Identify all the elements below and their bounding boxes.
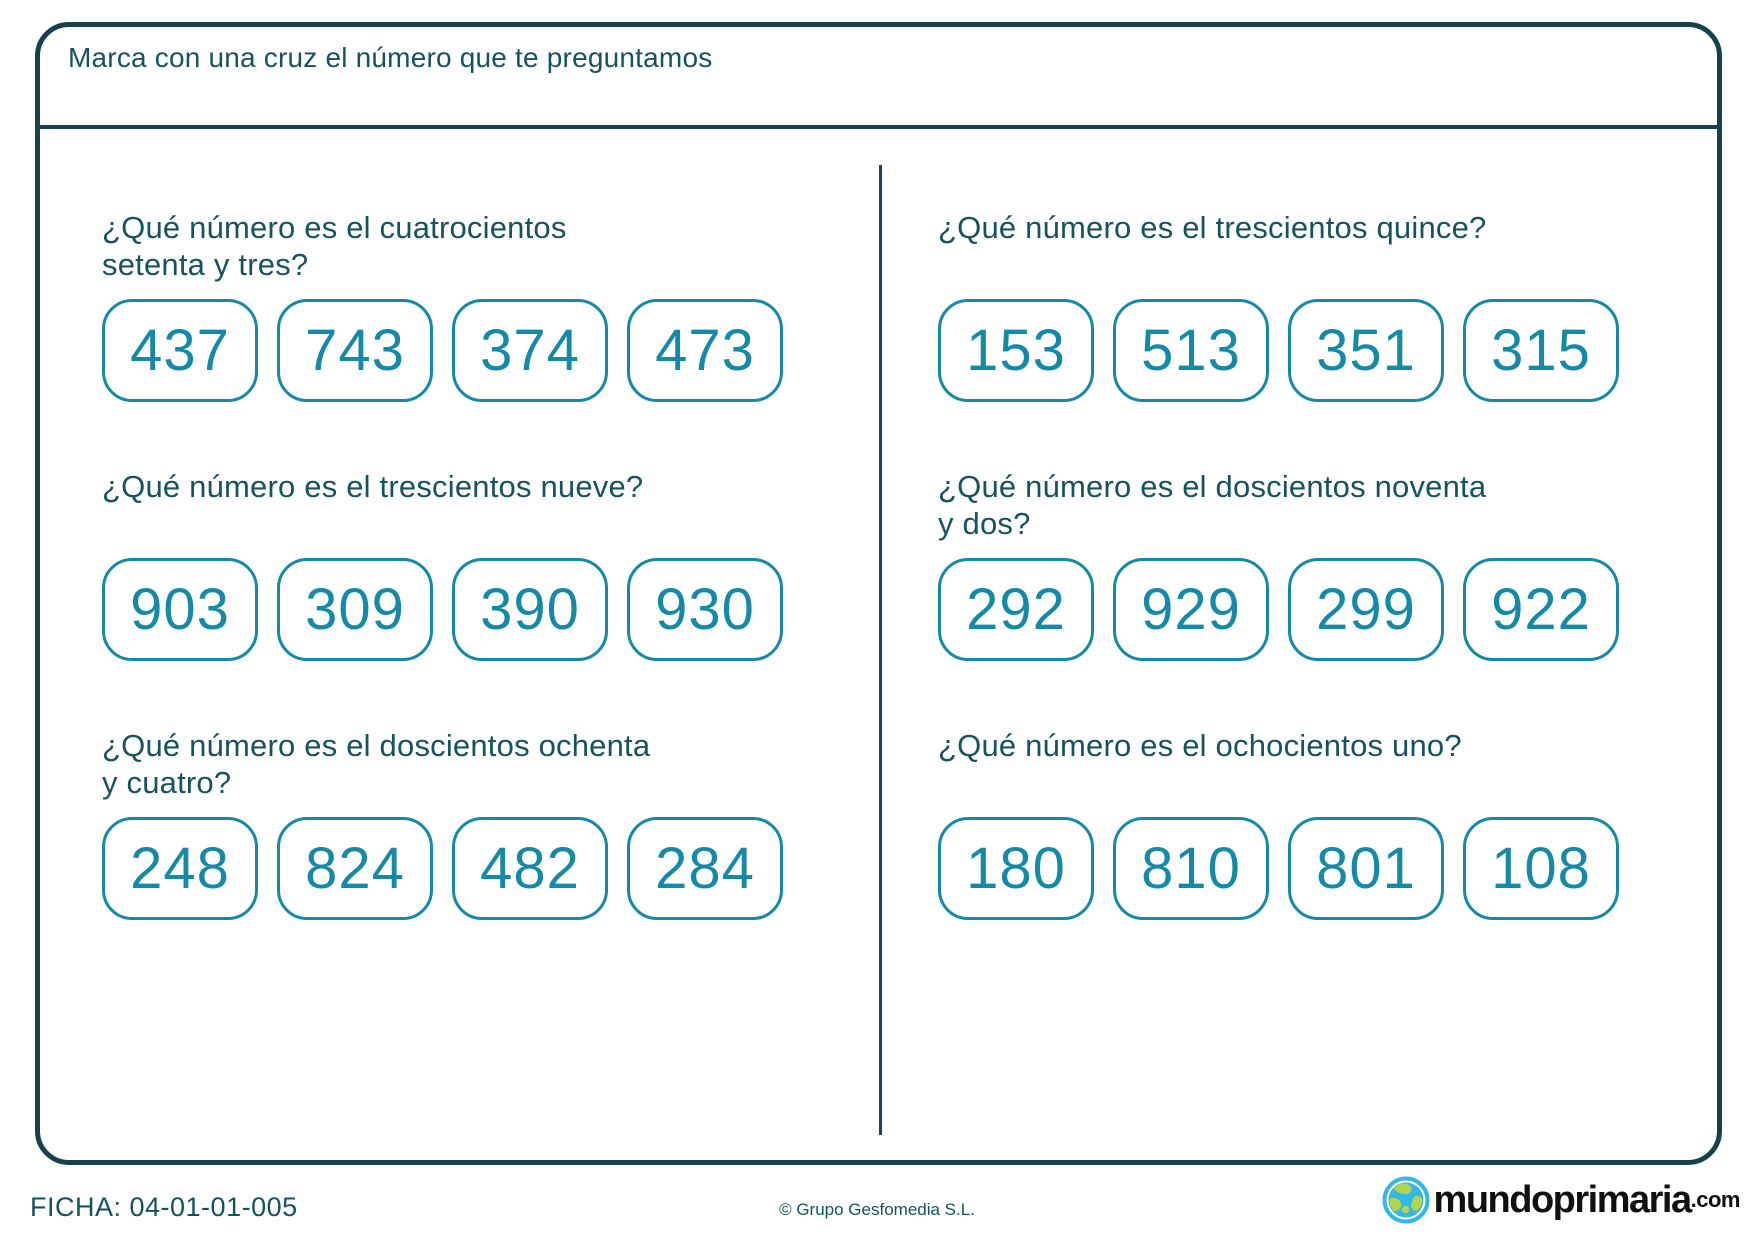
questions-column-right: ¿Qué número es el trescientos quince? 15… xyxy=(938,209,1648,986)
options-row: 180 810 801 108 xyxy=(938,817,1648,920)
questions-column-left: ¿Qué número es el cuatrocientos setenta … xyxy=(102,209,812,986)
number-option[interactable]: 248 xyxy=(102,817,258,920)
question-prompt: ¿Qué número es el trescientos nueve? xyxy=(102,469,644,504)
number-option[interactable]: 482 xyxy=(452,817,608,920)
question-prompt: ¿Qué número es el trescientos quince? xyxy=(938,210,1487,245)
question-block: ¿Qué número es el doscientos noventa y d… xyxy=(938,468,1648,661)
number-option[interactable]: 513 xyxy=(1113,299,1269,402)
copyright-text: © Grupo Gesfomedia S.L. xyxy=(779,1200,975,1219)
question-prompt: ¿Qué número es el ochocientos uno? xyxy=(938,728,1462,763)
question-block: ¿Qué número es el cuatrocientos setenta … xyxy=(102,209,812,402)
number-option[interactable]: 437 xyxy=(102,299,258,402)
logo-tld-text: .com xyxy=(1690,1187,1741,1212)
number-option[interactable]: 309 xyxy=(277,558,433,661)
globe-icon xyxy=(1382,1176,1430,1224)
number-option[interactable]: 153 xyxy=(938,299,1094,402)
number-option[interactable]: 929 xyxy=(1113,558,1269,661)
question-prompt: ¿Qué número es el doscientos noventa y d… xyxy=(938,469,1487,541)
ficha-code: FICHA: 04-01-01-005 xyxy=(30,1192,298,1222)
number-option[interactable]: 930 xyxy=(627,558,783,661)
mundoprimaria-logo: mundoprimaria .com xyxy=(1382,1176,1741,1224)
number-option[interactable]: 801 xyxy=(1288,817,1444,920)
number-option[interactable]: 292 xyxy=(938,558,1094,661)
options-row: 903 309 390 930 xyxy=(102,558,812,661)
number-option[interactable]: 473 xyxy=(627,299,783,402)
question-prompt: ¿Qué número es el doscientos ochenta y c… xyxy=(102,728,651,800)
options-row: 292 929 299 922 xyxy=(938,558,1648,661)
logo-brand-text: mundoprimaria xyxy=(1433,1178,1693,1221)
number-option[interactable]: 284 xyxy=(627,817,783,920)
number-option[interactable]: 903 xyxy=(102,558,258,661)
number-option[interactable]: 810 xyxy=(1113,817,1269,920)
column-divider xyxy=(879,165,882,1135)
options-row: 437 743 374 473 xyxy=(102,299,812,402)
number-option[interactable]: 743 xyxy=(277,299,433,402)
question-block: ¿Qué número es el ochocientos uno? 180 8… xyxy=(938,727,1648,920)
number-option[interactable]: 315 xyxy=(1463,299,1619,402)
number-option[interactable]: 824 xyxy=(277,817,433,920)
number-option[interactable]: 351 xyxy=(1288,299,1444,402)
number-option[interactable]: 180 xyxy=(938,817,1094,920)
options-row: 153 513 351 315 xyxy=(938,299,1648,402)
options-row: 248 824 482 284 xyxy=(102,817,812,920)
number-option[interactable]: 390 xyxy=(452,558,608,661)
question-block: ¿Qué número es el trescientos nueve? 903… xyxy=(102,468,812,661)
question-block: ¿Qué número es el doscientos ochenta y c… xyxy=(102,727,812,920)
instruction-text: Marca con una cruz el número que te preg… xyxy=(68,42,713,73)
worksheet-frame: Marca con una cruz el número que te preg… xyxy=(35,22,1722,1165)
header-bar: Marca con una cruz el número que te preg… xyxy=(40,27,1717,129)
number-option[interactable]: 922 xyxy=(1463,558,1619,661)
number-option[interactable]: 299 xyxy=(1288,558,1444,661)
number-option[interactable]: 108 xyxy=(1463,817,1619,920)
question-block: ¿Qué número es el trescientos quince? 15… xyxy=(938,209,1648,402)
question-prompt: ¿Qué número es el cuatrocientos setenta … xyxy=(102,210,567,282)
number-option[interactable]: 374 xyxy=(452,299,608,402)
